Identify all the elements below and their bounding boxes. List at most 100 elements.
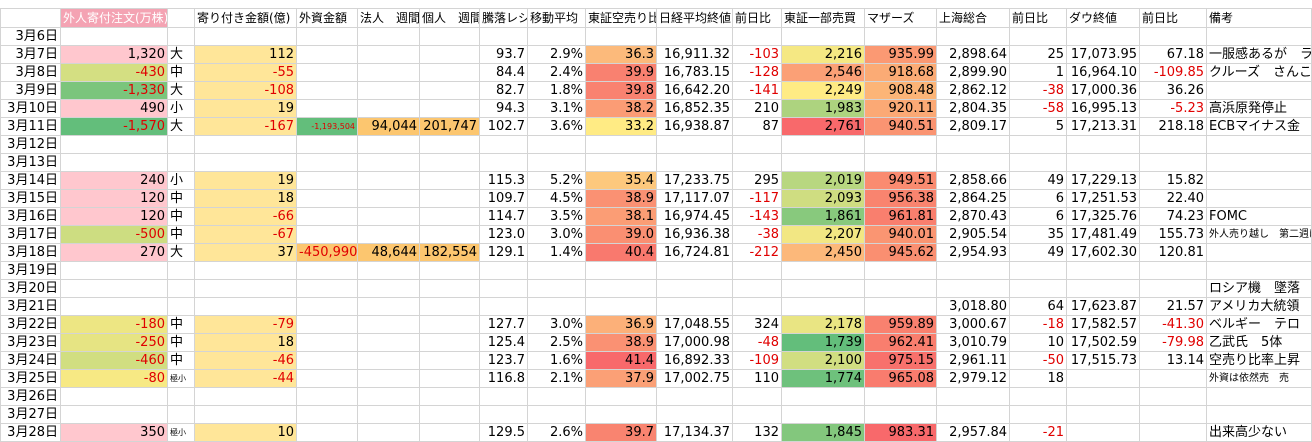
cell: 127.7 bbox=[479, 315, 528, 334]
cell bbox=[656, 261, 733, 280]
cell: 3月26日 bbox=[0, 387, 61, 406]
cell: 小 bbox=[167, 171, 195, 190]
header-cell bbox=[167, 8, 195, 28]
cell: -48 bbox=[732, 333, 782, 352]
cell: 114.7 bbox=[479, 207, 528, 226]
cell: 17,213.31 bbox=[1066, 117, 1140, 136]
cell bbox=[296, 369, 358, 388]
cell bbox=[1206, 387, 1312, 406]
header-cell: 東証空売り比率 bbox=[585, 8, 657, 28]
header-cell: 上海総合 bbox=[936, 8, 1010, 28]
cell: 155.73 bbox=[1139, 225, 1207, 244]
data-row: 3月18日 270 大 37 -450,990 48,644 182,554 129.1 1.4… bbox=[0, 243, 1312, 262]
cell bbox=[781, 387, 865, 406]
cell: 132 bbox=[732, 423, 782, 442]
cell: 961.81 bbox=[864, 207, 937, 226]
cell: 1.4% bbox=[527, 243, 586, 262]
cell bbox=[1066, 387, 1140, 406]
cell: 74.23 bbox=[1139, 207, 1207, 226]
cell: 110 bbox=[732, 369, 782, 388]
cell: 2,761 bbox=[781, 117, 865, 136]
cell bbox=[1066, 423, 1140, 442]
cell bbox=[1139, 369, 1207, 388]
cell: 17,117.07 bbox=[656, 189, 733, 208]
cell bbox=[194, 279, 297, 298]
cell bbox=[781, 27, 865, 46]
cell: 21.57 bbox=[1139, 297, 1207, 316]
cell bbox=[357, 279, 420, 298]
cell: 1,845 bbox=[781, 423, 865, 442]
cell bbox=[296, 333, 358, 352]
cell: 乙武氏 5体 bbox=[1206, 333, 1312, 352]
cell: 120 bbox=[60, 189, 168, 208]
cell bbox=[60, 387, 168, 406]
cell: 965.08 bbox=[864, 369, 937, 388]
cell: ロシア機 墜落 bbox=[1206, 279, 1312, 298]
header-cell: 外人寄付注文(万株) bbox=[60, 8, 168, 28]
cell: 3,000.67 bbox=[936, 315, 1010, 334]
cell: 中 bbox=[167, 207, 195, 226]
cell bbox=[656, 405, 733, 424]
data-row: 3月27日 bbox=[0, 405, 1312, 424]
cell: 19 bbox=[194, 171, 297, 190]
cell: 3月17日 bbox=[0, 225, 61, 244]
cell bbox=[936, 153, 1010, 172]
cell bbox=[419, 261, 480, 280]
cell bbox=[527, 261, 586, 280]
cell: 2,954.93 bbox=[936, 243, 1010, 262]
cell: 82.7 bbox=[479, 81, 528, 100]
cell: 3月28日 bbox=[0, 423, 61, 442]
cell: アメリカ大統領 bbox=[1206, 297, 1312, 316]
cell: 350 bbox=[60, 423, 168, 442]
cell: 3月13日 bbox=[0, 153, 61, 172]
cell bbox=[936, 279, 1010, 298]
cell bbox=[781, 405, 865, 424]
cell bbox=[527, 279, 586, 298]
cell: 16,938.87 bbox=[656, 117, 733, 136]
cell bbox=[419, 153, 480, 172]
cell bbox=[585, 387, 657, 406]
cell bbox=[296, 171, 358, 190]
data-row: 3月14日 240 小 19 115.3 5.2% 35.4 17,233.75 295 2,01… bbox=[0, 171, 1312, 190]
cell bbox=[296, 207, 358, 226]
cell bbox=[419, 171, 480, 190]
cell bbox=[419, 63, 480, 82]
cell bbox=[1206, 27, 1312, 46]
cell bbox=[167, 27, 195, 46]
cell: 35 bbox=[1009, 225, 1067, 244]
cell bbox=[527, 153, 586, 172]
cell: 116.8 bbox=[479, 369, 528, 388]
cell: -167 bbox=[194, 117, 297, 136]
data-row: 3月16日 120 中 -66 114.7 3.5% 38.1 16,974.45 -143 1,… bbox=[0, 207, 1312, 226]
cell bbox=[357, 423, 420, 442]
cell: 17,073.95 bbox=[1066, 45, 1140, 64]
cell: -55 bbox=[194, 63, 297, 82]
cell: 大 bbox=[167, 45, 195, 64]
cell: -109 bbox=[732, 351, 782, 370]
cell: -44 bbox=[194, 369, 297, 388]
header-cell: 騰落レシオ bbox=[479, 8, 528, 28]
cell: 48,644 bbox=[357, 243, 420, 262]
cell bbox=[296, 45, 358, 64]
cell bbox=[1066, 261, 1140, 280]
cell bbox=[479, 261, 528, 280]
cell: 2,809.17 bbox=[936, 117, 1010, 136]
cell: 102.7 bbox=[479, 117, 528, 136]
cell: -79.98 bbox=[1139, 333, 1207, 352]
cell bbox=[781, 153, 865, 172]
cell: -141 bbox=[732, 81, 782, 100]
cell bbox=[781, 279, 865, 298]
cell bbox=[296, 135, 358, 154]
cell bbox=[357, 153, 420, 172]
cell: 908.48 bbox=[864, 81, 937, 100]
cell bbox=[167, 405, 195, 424]
cell: 6 bbox=[1009, 207, 1067, 226]
cell bbox=[585, 405, 657, 424]
cell: 16,964.10 bbox=[1066, 63, 1140, 82]
cell: 3月21日 bbox=[0, 297, 61, 316]
cell bbox=[357, 135, 420, 154]
cell bbox=[419, 297, 480, 316]
cell: 極小 bbox=[167, 423, 195, 442]
cell: 36.9 bbox=[585, 315, 657, 334]
cell bbox=[479, 153, 528, 172]
